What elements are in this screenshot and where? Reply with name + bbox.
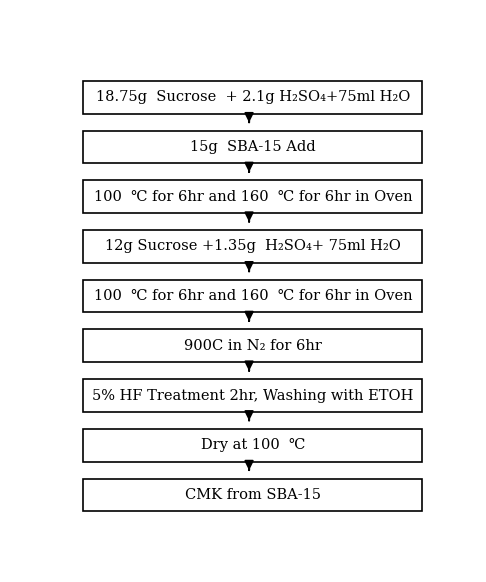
- Text: 900C in N₂ for 6hr: 900C in N₂ for 6hr: [184, 339, 322, 353]
- Text: 15g  SBA-15 Add: 15g SBA-15 Add: [190, 140, 315, 154]
- Bar: [84, 329, 422, 362]
- Bar: [84, 379, 422, 412]
- Text: Dry at 100  ℃: Dry at 100 ℃: [201, 438, 305, 452]
- Bar: [84, 131, 422, 164]
- Bar: [84, 429, 422, 462]
- Bar: [84, 180, 422, 213]
- Bar: [84, 280, 422, 313]
- Bar: [84, 230, 422, 263]
- Text: 12g Sucrose +1.35g  H₂SO₄+ 75ml H₂O: 12g Sucrose +1.35g H₂SO₄+ 75ml H₂O: [105, 239, 401, 253]
- Bar: [84, 478, 422, 511]
- Bar: [84, 81, 422, 113]
- Text: 100  ℃ for 6hr and 160  ℃ for 6hr in Oven: 100 ℃ for 6hr and 160 ℃ for 6hr in Oven: [93, 289, 412, 303]
- Text: 5% HF Treatment 2hr, Washing with ETOH: 5% HF Treatment 2hr, Washing with ETOH: [92, 389, 414, 403]
- Text: 100  ℃ for 6hr and 160  ℃ for 6hr in Oven: 100 ℃ for 6hr and 160 ℃ for 6hr in Oven: [93, 190, 412, 204]
- Text: 18.75g  Sucrose  + 2.1g H₂SO₄+75ml H₂O: 18.75g Sucrose + 2.1g H₂SO₄+75ml H₂O: [96, 90, 410, 104]
- Text: CMK from SBA-15: CMK from SBA-15: [185, 488, 321, 502]
